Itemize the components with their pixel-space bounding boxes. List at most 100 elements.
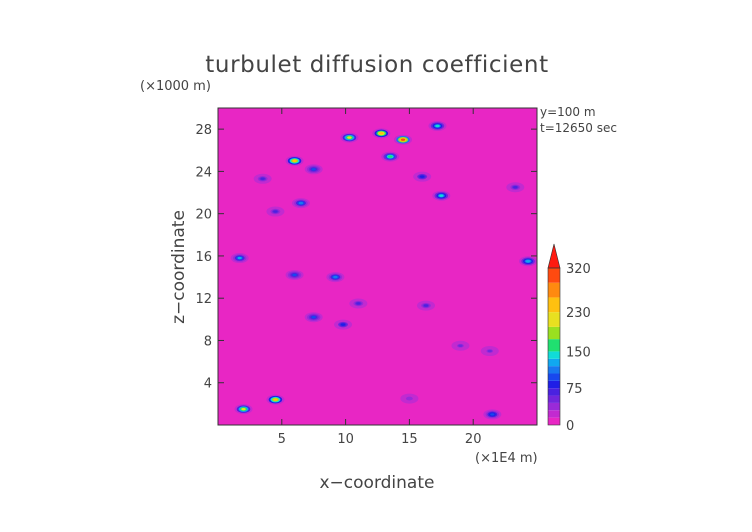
heatmap-cell xyxy=(237,256,242,260)
y-axis-ticks: 4 8 12 16 20 24 28 xyxy=(195,123,537,392)
heatmap-feature xyxy=(285,155,304,166)
heatmap-cell xyxy=(458,344,463,347)
colorbar-segment xyxy=(548,339,560,352)
heatmap-cell xyxy=(379,132,384,135)
annotation-y-position: y=100 m xyxy=(540,105,596,119)
annotation-time: t=12650 sec xyxy=(540,121,617,135)
colorbar-segment xyxy=(548,312,560,327)
heatmap-feature xyxy=(349,298,368,309)
y-tick-label: 4 xyxy=(204,377,212,392)
y-tick-label: 28 xyxy=(195,123,212,138)
heatmap-cell xyxy=(260,177,265,180)
colorbar-tick-label: 150 xyxy=(566,345,591,360)
heatmap-feature xyxy=(483,409,502,420)
heatmap-feature xyxy=(291,198,310,209)
heatmap-cell xyxy=(347,136,352,139)
heatmap-cell xyxy=(356,302,361,305)
heatmap-cell xyxy=(423,304,429,307)
heatmap-cell xyxy=(292,159,297,163)
colorbar-segment xyxy=(548,380,560,389)
colorbar-extend-arrow xyxy=(547,243,561,269)
colorbar: 0 75 150 230 320 xyxy=(547,243,591,434)
colorbar-tick-label: 0 xyxy=(566,419,574,434)
colorbar-segment xyxy=(548,410,560,418)
x-axis-label: x−coordinate xyxy=(320,473,435,493)
y-tick-label: 20 xyxy=(195,208,212,223)
x-tick-label: 5 xyxy=(278,432,286,447)
heatmap-feature xyxy=(334,319,353,330)
heatmap-cell xyxy=(400,138,406,141)
colorbar-segment xyxy=(548,268,560,283)
heatmap-feature xyxy=(432,190,451,201)
heatmap-cell xyxy=(487,349,492,353)
heatmap-cell xyxy=(298,201,304,205)
heatmap-plot-area xyxy=(217,107,538,426)
heatmap-feature xyxy=(381,151,400,162)
heatmap-cell xyxy=(273,398,278,401)
heatmap-feature xyxy=(480,346,499,357)
colorbar-tick-label: 230 xyxy=(566,306,591,321)
heatmap-feature xyxy=(266,206,285,217)
heatmap-feature xyxy=(413,171,432,182)
colorbar-segment xyxy=(548,326,560,340)
heatmap-cell xyxy=(333,275,338,279)
heatmap-cell xyxy=(525,260,531,263)
heatmap-cell xyxy=(311,316,316,319)
heatmap-cell xyxy=(388,155,393,158)
y-axis-label: z−coordinate xyxy=(169,210,189,324)
heatmap-cell xyxy=(340,323,346,326)
heatmap-feature xyxy=(304,164,323,175)
heatmap-feature xyxy=(266,394,285,405)
y-axis-unit: (×1000 m) xyxy=(140,79,211,94)
heatmap-cell xyxy=(435,124,440,128)
plot-frame xyxy=(217,107,538,426)
heatmap-cell xyxy=(420,175,425,178)
heatmap-feature xyxy=(451,340,470,351)
heatmap-feature xyxy=(506,182,525,193)
colorbar-segment xyxy=(548,351,560,359)
x-axis-ticks: 5 10 15 20 xyxy=(278,108,482,447)
heatmap-feature xyxy=(372,128,391,139)
colorbar-frame xyxy=(547,267,561,426)
heatmap-feature xyxy=(340,132,359,143)
colorbar-segment xyxy=(548,395,560,403)
y-tick-label: 12 xyxy=(195,292,212,307)
colorbar-segment xyxy=(548,388,560,396)
colorbar-segment xyxy=(548,366,560,374)
colorbar-segment xyxy=(548,358,560,367)
x-tick-label: 20 xyxy=(465,432,482,447)
colorbar-segment xyxy=(548,402,560,411)
heatmap-feature xyxy=(253,173,272,184)
heatmap-feature xyxy=(400,393,419,404)
x-axis-unit: (×1E4 m) xyxy=(475,451,538,466)
colorbar-segment xyxy=(548,417,560,425)
heatmap-feature xyxy=(394,134,413,145)
y-tick-label: 16 xyxy=(195,250,212,265)
heatmap-feature xyxy=(416,300,435,311)
y-tick-label: 24 xyxy=(195,165,212,180)
y-tick-label: 8 xyxy=(204,334,212,349)
x-tick-label: 15 xyxy=(401,432,418,447)
colorbar-tick-label: 75 xyxy=(566,382,583,397)
heatmap-feature xyxy=(304,312,323,323)
heatmap-feature xyxy=(230,253,249,264)
heatmap-feature xyxy=(326,272,345,283)
heatmap-cell xyxy=(292,273,297,277)
heatmap-feature xyxy=(428,120,447,131)
heatmap-feature xyxy=(285,269,304,280)
heatmap-cell xyxy=(407,397,412,400)
heatmap-cell xyxy=(241,407,246,411)
heatmap-background xyxy=(218,108,537,425)
heatmap-feature xyxy=(234,404,253,415)
heatmap-cell xyxy=(513,186,518,189)
heatmap-feature xyxy=(519,256,538,267)
colorbar-segment xyxy=(548,297,560,313)
chart-title: turbulet diffusion coefficient xyxy=(205,52,548,78)
heatmap-cell xyxy=(273,210,278,213)
x-tick-label: 10 xyxy=(337,432,354,447)
colorbar-segment xyxy=(548,373,560,381)
heatmap-cell xyxy=(490,413,495,416)
colorbar-tick-label: 320 xyxy=(566,262,591,277)
heatmap-cell xyxy=(311,168,316,171)
